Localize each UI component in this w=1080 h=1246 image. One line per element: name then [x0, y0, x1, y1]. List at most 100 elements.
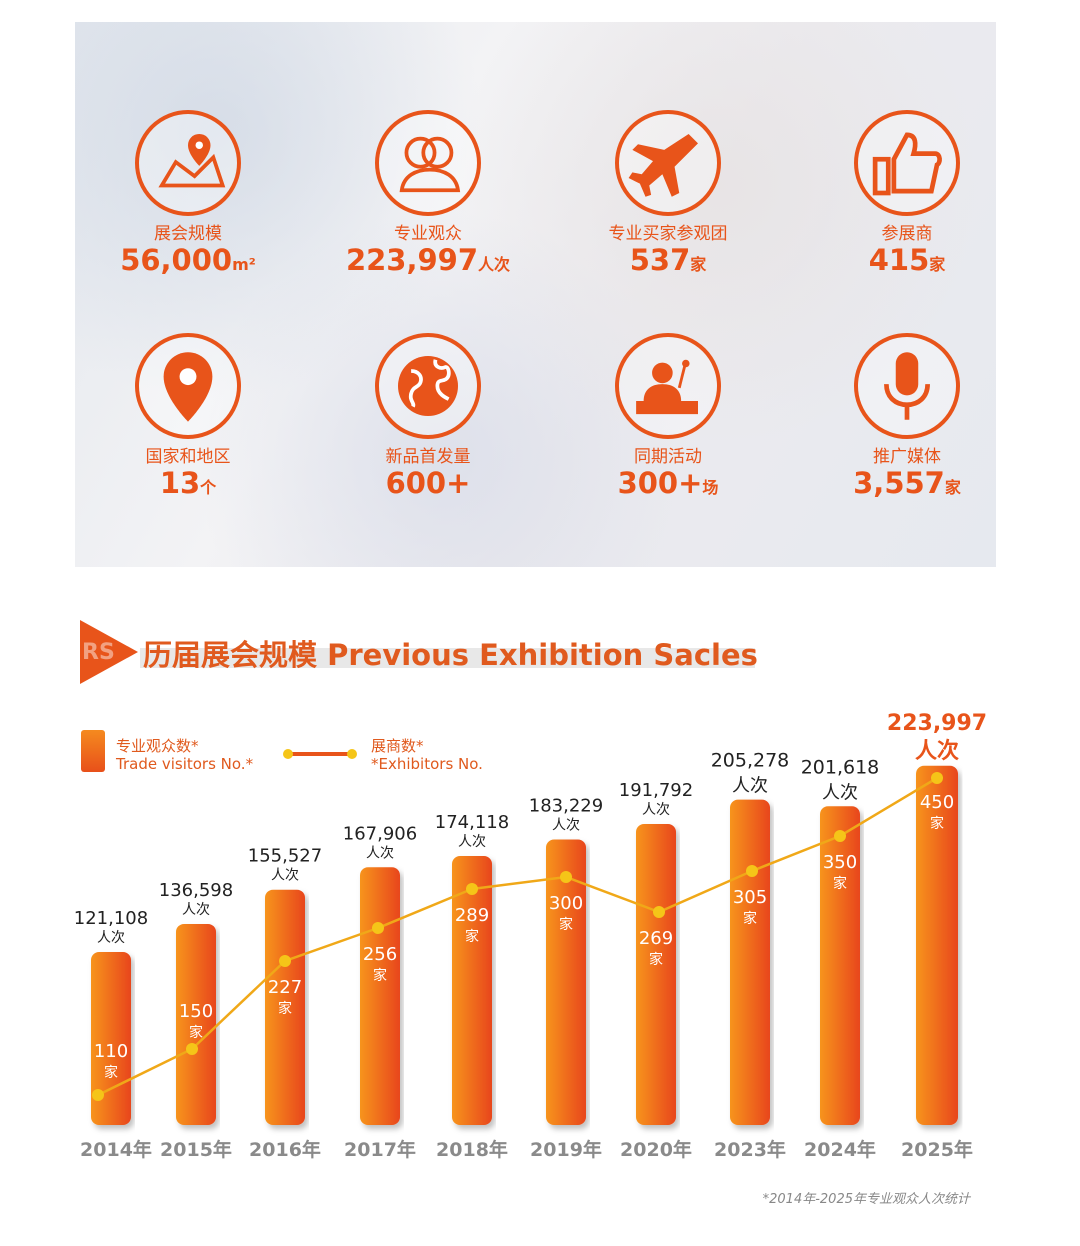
line-value-label: 227	[268, 977, 302, 998]
speaker-icon	[615, 333, 721, 439]
stat-unit: m²	[232, 255, 256, 274]
stat-item: 新品首发量 600+	[308, 333, 548, 504]
line-unit-label: 家	[559, 916, 573, 933]
line-unit-label: 家	[833, 875, 847, 892]
bar-value-label: 174,118	[435, 812, 509, 833]
stat-label: 专业观众	[394, 224, 462, 244]
line-unit-label: 家	[743, 910, 757, 927]
title-underline	[140, 648, 755, 668]
play-logo-icon	[80, 620, 138, 684]
line-unit-label: 家	[930, 815, 944, 832]
stat-unit: 家	[944, 478, 961, 497]
bar-value-label: 155,527	[248, 846, 322, 867]
stat-value: 415家	[787, 244, 1027, 281]
stat-label: 同期活动	[634, 447, 702, 467]
bar-value-label: 201,618	[801, 756, 880, 778]
line-unit-label: 家	[465, 928, 479, 945]
x-tick-label: 2016年	[249, 1138, 321, 1161]
line-point	[746, 865, 758, 877]
section-title-text: 历届展会规模 Previous Exhibition Sacles	[143, 638, 758, 672]
bar-unit-label: 人次	[182, 902, 210, 918]
bar-value-label: 183,229	[529, 796, 603, 817]
line-value-label: 289	[455, 905, 489, 926]
line-value-label: 269	[639, 928, 673, 949]
bar-unit-label: 人次	[458, 834, 486, 850]
stat-item: 专业买家参观团 537家	[548, 110, 788, 281]
line-point	[92, 1089, 104, 1101]
stat-number: 56,000	[120, 243, 233, 277]
stat-unit: 家	[690, 255, 707, 274]
legend-visitors: 专业观众数* Trade visitors No.*	[116, 737, 253, 773]
stat-label: 参展商	[881, 224, 933, 244]
stat-label: 国家和地区	[145, 447, 231, 467]
people-icon	[375, 110, 481, 216]
bar-unit-label: 人次	[271, 868, 299, 884]
bar-unit-label: 人次	[915, 738, 959, 764]
stat-number: 537	[629, 243, 691, 277]
exhibitors-line	[97, 776, 938, 1097]
bar-value-label: 167,906	[343, 823, 417, 844]
stat-value: 3,557家	[787, 467, 1027, 504]
line-point	[372, 922, 384, 934]
line-point	[931, 772, 943, 784]
logo-text: RS	[82, 640, 115, 665]
line-point	[186, 1043, 198, 1055]
bar-value-label: 205,278	[711, 750, 790, 772]
microphone-icon	[854, 333, 960, 439]
line-unit-label: 家	[373, 967, 387, 984]
legend-bar-swatch	[81, 730, 105, 772]
stat-item: 展会规模 56,000m²	[68, 110, 308, 281]
bar	[546, 839, 586, 1125]
bar	[452, 856, 492, 1125]
stat-number: 600+	[385, 466, 471, 500]
background-photo	[75, 22, 996, 567]
stat-label: 专业买家参观团	[608, 224, 728, 244]
bar-unit-label: 人次	[732, 776, 768, 797]
line-point	[560, 871, 572, 883]
stat-number: 415	[868, 243, 930, 277]
stat-label: 新品首发量	[385, 447, 471, 467]
bar-unit-label: 人次	[552, 818, 580, 834]
stat-item: 同期活动 300+场	[548, 333, 788, 504]
x-tick-label: 2017年	[344, 1138, 416, 1161]
stat-value: 13个	[68, 467, 308, 504]
bar-value-label: 136,598	[159, 880, 233, 901]
bar-unit-label: 人次	[97, 930, 125, 946]
x-tick-label: 2014年	[80, 1138, 152, 1161]
line-point	[834, 830, 846, 842]
line-point	[653, 906, 665, 918]
bar-unit-label: 人次	[822, 782, 858, 803]
line-value-label: 150	[179, 1001, 213, 1022]
stat-number: 13	[159, 466, 201, 500]
stat-number: 300+	[617, 466, 703, 500]
bar	[91, 952, 131, 1125]
x-tick-label: 2019年	[530, 1138, 602, 1161]
stat-item: 推广媒体 3,557家	[787, 333, 1027, 504]
stat-unit: 个	[200, 478, 217, 497]
bar-value-label: 223,997	[887, 711, 987, 736]
stat-unit: 场	[702, 478, 719, 497]
legend-exhibitors-cn: 展商数*	[371, 737, 424, 755]
stat-value: 537家	[548, 244, 788, 281]
bar	[820, 806, 860, 1125]
x-tick-label: 2015年	[160, 1138, 232, 1161]
line-point	[466, 883, 478, 895]
line-value-label: 450	[920, 792, 954, 813]
bar-unit-label: 人次	[642, 802, 670, 818]
line-value-label: 300	[549, 893, 583, 914]
bar	[730, 799, 770, 1125]
stat-value: 56,000m²	[68, 244, 308, 281]
stat-item: 专业观众 223,997人次	[308, 110, 548, 281]
x-tick-label: 2018年	[436, 1138, 508, 1161]
legend-exhibitors: 展商数* *Exhibitors No.	[371, 737, 483, 773]
stat-item: 参展商 415家	[787, 110, 1027, 281]
legend-visitors-en: Trade visitors No.*	[116, 755, 254, 773]
line-value-label: 305	[733, 887, 767, 908]
bar	[360, 867, 400, 1125]
stat-number: 223,997	[345, 243, 479, 277]
bar	[265, 889, 305, 1125]
x-tick-label: 2023年	[714, 1138, 786, 1161]
legend-line-swatch	[283, 749, 357, 759]
thumbs-up-icon	[854, 110, 960, 216]
